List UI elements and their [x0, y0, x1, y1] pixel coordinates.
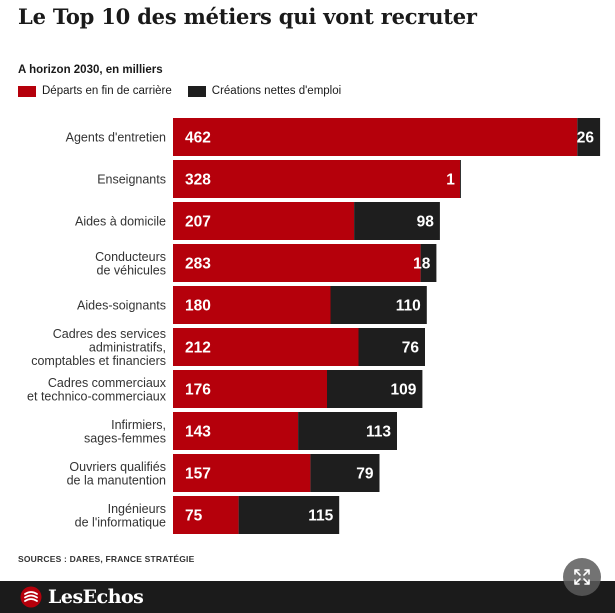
- value-label-creations: 79: [356, 466, 374, 483]
- category-label-line: Conducteurs: [95, 250, 166, 264]
- category-label-line: Agents d'entretien: [66, 131, 166, 145]
- chart-subtitle: A horizon 2030, en milliers: [18, 64, 163, 76]
- category-label-line: de véhicules: [97, 263, 167, 277]
- legend-swatch-creations: [187, 85, 206, 97]
- les-echos-logo: LesEchos: [20, 586, 144, 608]
- category-label: Cadres des services administratifs, compta…: [31, 327, 166, 368]
- bar-creations: [420, 244, 437, 282]
- legend-item-departs: Départs en fin de carrière: [18, 85, 172, 97]
- logo-text: LesEchos: [48, 586, 144, 608]
- category-label-line: sages-femmes: [84, 431, 166, 445]
- bar-departs: [173, 370, 327, 408]
- bar-creations: [327, 370, 423, 408]
- les-echos-emblem-icon: [20, 586, 42, 608]
- value-label-departs: 328: [185, 172, 211, 189]
- bar-departs: [173, 412, 299, 450]
- category-label-line: Aides à domicile: [75, 215, 166, 229]
- bar-creations: [238, 496, 340, 534]
- bar-creations: [358, 328, 425, 366]
- category-label: Infirmiers, sages-femmes: [84, 418, 166, 446]
- category-label-line: Ingénieurs: [108, 502, 166, 516]
- legend-item-creations: Créations nettes d'emploi: [187, 85, 342, 97]
- value-label-departs: 143: [185, 424, 211, 441]
- category-label-line: comptables et financiers: [31, 354, 166, 368]
- category-label-line: et technico-commerciaux: [27, 389, 167, 403]
- bar-chart: Agents d'entretien 462 26 Enseignants 328 1 Ai…: [27, 118, 601, 534]
- chart-title: Le Top 10 des métiers qui vont recruter: [18, 4, 477, 29]
- value-label-creations: 110: [396, 298, 421, 315]
- footer-bar: LesEchos: [0, 581, 615, 613]
- bar-departs: [173, 286, 331, 324]
- value-label-departs: 157: [185, 466, 211, 483]
- category-label: Cadres commerciaux et technico-commerciau…: [27, 376, 167, 404]
- value-label-departs: 207: [185, 214, 211, 231]
- category-label-line: Infirmiers,: [111, 418, 166, 432]
- value-label-creations: 76: [402, 340, 420, 357]
- category-label-line: Cadres commerciaux: [48, 376, 167, 390]
- expand-arrows-icon: [574, 569, 590, 585]
- category-label: Aides-soignants: [77, 299, 166, 313]
- category-label: Ouvriers qualifiés de la manutention: [67, 460, 166, 488]
- value-label-creations: 18: [413, 256, 431, 273]
- category-label: Agents d'entretien: [66, 131, 166, 145]
- bar-departs: [173, 244, 421, 282]
- legend-swatch-departs: [18, 85, 36, 97]
- category-label-line: administratifs,: [89, 341, 166, 355]
- bar-departs: [173, 118, 578, 156]
- bar-departs: [173, 454, 311, 492]
- bar-creations: [310, 454, 380, 492]
- category-label-line: Aides-soignants: [77, 299, 166, 313]
- value-label-departs: 180: [185, 298, 211, 315]
- bar-creations: [330, 286, 427, 324]
- value-label-creations: 26: [577, 130, 595, 147]
- value-label-creations: 115: [308, 508, 333, 525]
- category-label-line: de l'informatique: [75, 515, 166, 529]
- category-label-line: Enseignants: [97, 173, 166, 187]
- bar-departs: [173, 160, 460, 198]
- category-label-line: Ouvriers qualifiés: [69, 460, 166, 474]
- bar-departs: [173, 328, 359, 366]
- value-label-departs: 283: [185, 256, 211, 273]
- value-label-departs: 212: [185, 340, 211, 357]
- bar-creations: [298, 412, 397, 450]
- bar-creations: [354, 202, 440, 240]
- category-label: Conducteurs de véhicules: [95, 250, 166, 277]
- bar-departs: [173, 496, 239, 534]
- category-label: Ingénieurs de l'informatique: [75, 502, 166, 530]
- bar-creations: [460, 160, 461, 198]
- value-label-creations: 113: [366, 424, 391, 441]
- expand-button[interactable]: [563, 558, 601, 596]
- category-label-line: de la manutention: [67, 473, 166, 487]
- value-label-creations: 109: [391, 382, 417, 399]
- category-label: Enseignants: [97, 173, 166, 187]
- value-label-departs: 462: [185, 130, 211, 147]
- sources-note: SOURCES : DARES, FRANCE STRATÉGIE: [18, 554, 195, 564]
- value-label-creations: 1: [446, 172, 455, 189]
- value-label-creations: 98: [417, 214, 435, 231]
- bar-departs: [173, 202, 355, 240]
- value-label-departs: 176: [185, 382, 211, 399]
- bar-creations: [577, 118, 601, 156]
- legend-label-creations: Créations nettes d'emploi: [211, 85, 342, 97]
- value-label-departs: 75: [185, 508, 203, 525]
- legend: Départs en fin de carrière Créations net…: [18, 85, 357, 97]
- legend-label-departs: Départs en fin de carrière: [42, 85, 172, 97]
- category-label-line: Cadres des services: [53, 327, 166, 341]
- category-label: Aides à domicile: [75, 215, 166, 229]
